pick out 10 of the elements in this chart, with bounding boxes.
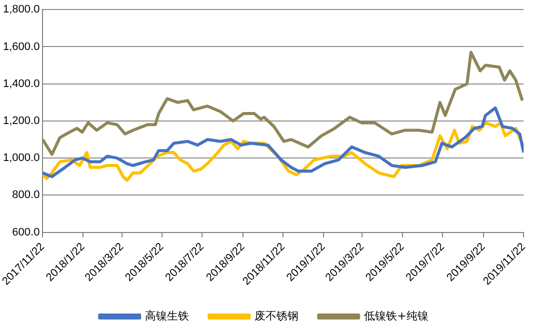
y-tick-label: 1,000.0 [3, 152, 40, 164]
legend-label: 废不锈钢 [254, 309, 299, 322]
legend-label: 高镍生铁 [145, 309, 190, 322]
y-tick-label: 1,800.0 [3, 4, 40, 16]
y-tick-label: 600.0 [12, 226, 40, 238]
y-tick-label: 1,600.0 [3, 40, 40, 53]
y-tick-label: 1,400.0 [3, 78, 40, 90]
legend-label: 低镍铁+纯镍 [364, 309, 428, 322]
y-tick-label: 1,200.0 [3, 114, 40, 127]
y-tick-label: 800.0 [12, 189, 40, 202]
